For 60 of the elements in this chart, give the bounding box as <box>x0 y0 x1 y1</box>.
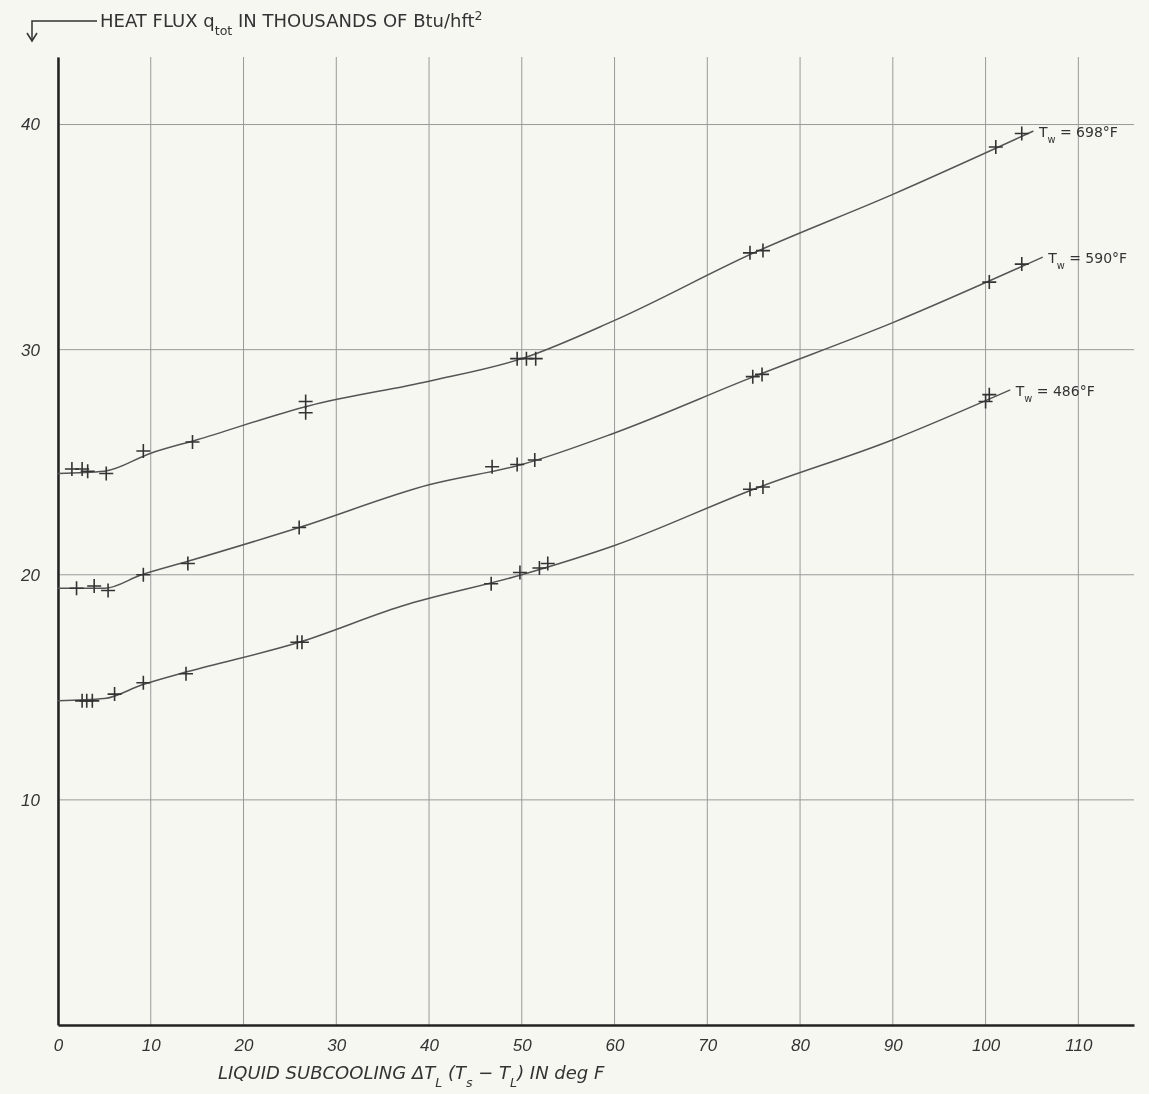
y-tick-label: 10 <box>21 790 41 810</box>
point <box>755 242 771 259</box>
point <box>180 555 196 572</box>
x-tick-label: 80 <box>791 1036 811 1056</box>
point <box>178 666 194 682</box>
y-tick-label: 20 <box>20 565 41 585</box>
point <box>86 578 102 594</box>
point <box>79 463 96 480</box>
point <box>74 461 90 477</box>
point <box>135 675 152 691</box>
point <box>294 634 310 651</box>
point <box>484 458 500 475</box>
point <box>531 560 548 576</box>
point <box>744 368 761 385</box>
point <box>987 139 1004 155</box>
series-label: T$_{w}$ = 486°F <box>1014 383 1095 404</box>
x-tick-label: 10 <box>141 1036 162 1056</box>
x-tick-label: 100 <box>971 1036 1001 1056</box>
point <box>106 686 123 702</box>
x-tick-label: 20 <box>233 1036 255 1056</box>
point <box>527 350 544 367</box>
x-tick-label: 30 <box>327 1036 347 1056</box>
series-label: T$_{w}$ = 590°F <box>1047 250 1128 271</box>
point <box>539 555 556 572</box>
point <box>977 393 994 410</box>
point <box>755 479 771 495</box>
point <box>184 434 201 450</box>
point <box>754 366 770 383</box>
point <box>981 274 998 290</box>
x-tick-label: 90 <box>883 1036 904 1056</box>
x-tick-label: 50 <box>512 1036 533 1056</box>
point <box>509 456 525 473</box>
point <box>742 481 758 498</box>
point <box>297 404 314 421</box>
point <box>483 575 499 592</box>
y-tick-label: 40 <box>21 115 41 135</box>
series-label: T$_{w}$ = 698°F <box>1037 124 1118 145</box>
x-tick-label: 60 <box>605 1036 626 1056</box>
point <box>512 564 528 581</box>
line-series <box>57 389 1011 702</box>
point <box>1013 125 1030 142</box>
point <box>68 580 85 597</box>
point <box>135 566 152 583</box>
x-axis-title: LIQUID SUBCOOLING ΔT$_{L}$ (T$_{s}$ − T$_{L}$) IN deg F <box>218 1062 606 1090</box>
x-tick-label: 0 <box>53 1036 64 1056</box>
point <box>742 245 758 261</box>
point <box>526 452 543 468</box>
point <box>100 582 116 599</box>
point <box>98 465 115 482</box>
point <box>291 519 307 536</box>
x-tick-label: 70 <box>698 1036 718 1056</box>
point <box>1013 256 1030 272</box>
line-series <box>57 130 1034 475</box>
x-tick-label: 40 <box>420 1036 440 1056</box>
point <box>981 386 998 403</box>
point <box>84 693 101 709</box>
y-axis-title: HEAT FLUX q$_{tot}$ IN THOUSANDS OF Btu/hft$^{2}$ <box>100 7 483 38</box>
point <box>135 443 152 459</box>
y-tick-label: 30 <box>21 340 41 360</box>
x-tick-label: 110 <box>1065 1036 1093 1056</box>
